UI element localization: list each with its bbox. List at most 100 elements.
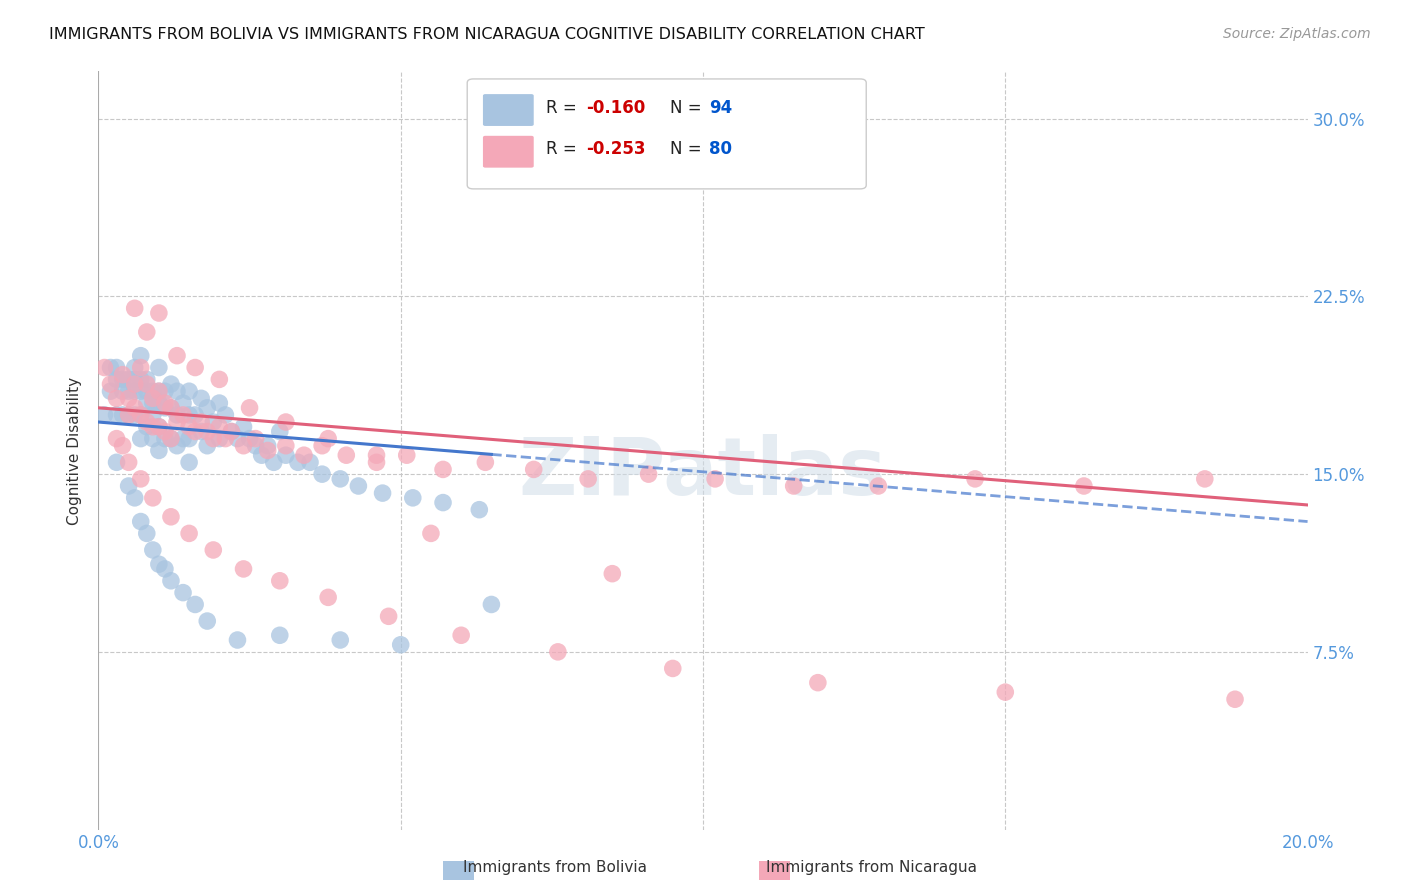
Point <box>547 645 569 659</box>
Point <box>432 462 454 476</box>
Text: -0.253: -0.253 <box>586 140 645 159</box>
Point <box>523 462 546 476</box>
Point <box>202 543 225 558</box>
Point <box>111 384 134 399</box>
Point <box>184 598 207 612</box>
Point <box>142 491 165 505</box>
Point <box>214 408 236 422</box>
Point <box>1194 472 1216 486</box>
Point <box>335 448 357 462</box>
Point <box>190 425 212 439</box>
Text: 80: 80 <box>709 140 733 159</box>
Point <box>160 509 183 524</box>
FancyBboxPatch shape <box>467 79 866 189</box>
Point <box>148 306 170 320</box>
Text: 94: 94 <box>709 99 733 117</box>
Point <box>965 472 987 486</box>
Point <box>274 448 297 462</box>
Point <box>148 396 170 410</box>
Point <box>160 377 183 392</box>
Point <box>135 325 157 339</box>
Point <box>124 384 146 399</box>
Point <box>366 448 388 462</box>
Point <box>135 526 157 541</box>
Point <box>142 384 165 399</box>
Point <box>179 526 201 541</box>
Point <box>190 415 212 429</box>
Point <box>142 432 165 446</box>
Point <box>1223 692 1246 706</box>
Point <box>221 425 243 439</box>
Point <box>389 638 412 652</box>
Point <box>142 543 165 558</box>
Point <box>245 439 267 453</box>
Point <box>118 455 141 469</box>
Point <box>377 609 399 624</box>
FancyBboxPatch shape <box>482 136 534 168</box>
Point <box>135 415 157 429</box>
Point <box>105 360 128 375</box>
Point <box>124 401 146 415</box>
Point <box>153 396 176 410</box>
Point <box>153 425 176 439</box>
Point <box>148 419 170 434</box>
FancyBboxPatch shape <box>482 95 534 126</box>
Point <box>292 448 315 462</box>
Point <box>105 392 128 406</box>
Point <box>316 591 339 605</box>
Point <box>160 432 183 446</box>
Point <box>250 448 273 462</box>
Point <box>474 455 496 469</box>
Point <box>172 432 194 446</box>
Point <box>153 384 176 399</box>
Point <box>135 384 157 399</box>
Point <box>148 384 170 399</box>
Point <box>160 432 183 446</box>
Point <box>111 439 134 453</box>
Text: Immigrants from Nicaragua: Immigrants from Nicaragua <box>766 861 977 875</box>
Point <box>287 455 309 469</box>
Point <box>783 479 806 493</box>
Point <box>166 349 188 363</box>
Point <box>124 491 146 505</box>
Point <box>124 301 146 316</box>
Point <box>221 425 243 439</box>
Point <box>105 432 128 446</box>
Point <box>190 392 212 406</box>
Point <box>129 372 152 386</box>
Text: Immigrants from Bolivia: Immigrants from Bolivia <box>464 861 647 875</box>
Point <box>704 472 727 486</box>
Text: Source: ZipAtlas.com: Source: ZipAtlas.com <box>1223 27 1371 41</box>
Point <box>395 448 418 462</box>
Point <box>214 432 236 446</box>
Point <box>142 419 165 434</box>
Text: R =: R = <box>546 140 582 159</box>
Point <box>105 372 128 386</box>
Point <box>208 396 231 410</box>
Point <box>105 408 128 422</box>
Point <box>135 419 157 434</box>
Point <box>124 372 146 386</box>
Point <box>100 360 122 375</box>
Point <box>142 396 165 410</box>
Point <box>661 661 683 675</box>
Point <box>100 377 122 392</box>
Point <box>256 439 278 453</box>
Point <box>124 377 146 392</box>
Point <box>208 419 231 434</box>
Point <box>994 685 1017 699</box>
Point <box>135 377 157 392</box>
Point <box>239 432 262 446</box>
Point <box>118 372 141 386</box>
Point <box>184 360 207 375</box>
Point <box>129 408 152 422</box>
Point <box>269 628 291 642</box>
Point <box>148 384 170 399</box>
Point <box>184 408 207 422</box>
Point <box>135 372 157 386</box>
Point <box>347 479 370 493</box>
Point <box>576 472 599 486</box>
Point <box>420 526 443 541</box>
Point <box>274 439 297 453</box>
Point <box>269 425 291 439</box>
